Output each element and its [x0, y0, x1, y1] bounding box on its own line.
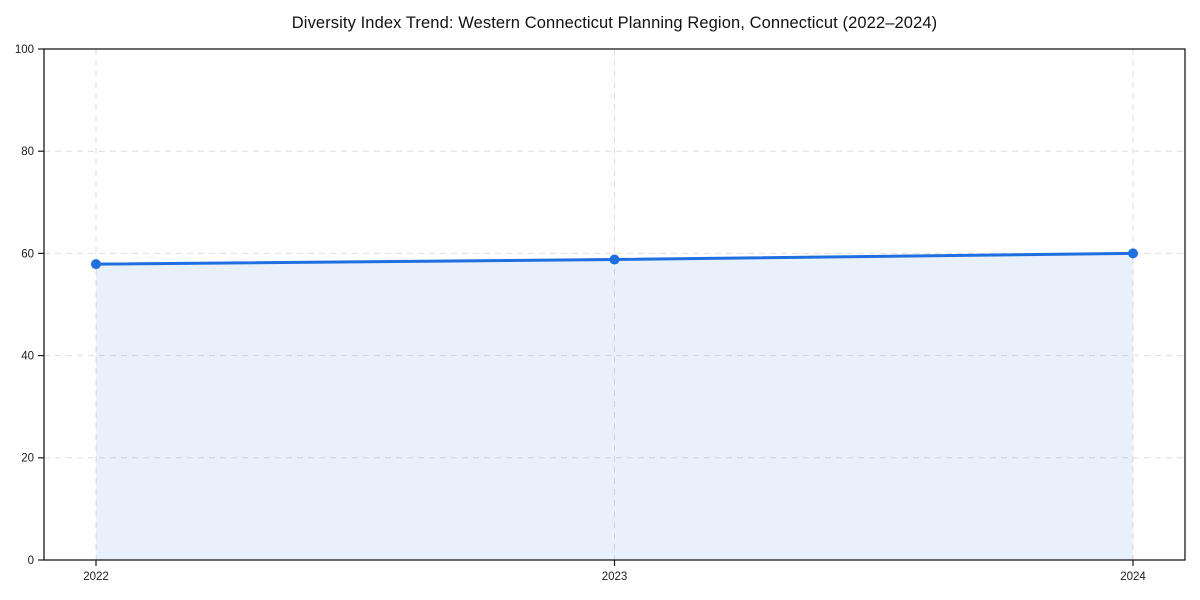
x-tick-label: 2024 [1120, 571, 1146, 583]
y-tick-label: 60 [21, 248, 34, 260]
y-tick-label: 80 [21, 146, 34, 158]
area-fill [96, 253, 1133, 560]
y-tick-label: 40 [21, 351, 34, 363]
x-tick-label: 2023 [602, 571, 628, 583]
axis-ticks: 0 20 40 60 80 100 2022 2023 2024 [15, 44, 1147, 583]
chart-title: Diversity Index Trend: Western Connectic… [291, 14, 938, 32]
data-point-2023 [609, 254, 620, 265]
y-tick-label: 100 [15, 44, 34, 56]
y-tick-label: 0 [28, 555, 34, 567]
y-tick-label: 20 [21, 453, 34, 465]
data-point-2024 [1128, 248, 1138, 259]
x-tick-label: 2022 [83, 571, 109, 583]
data-point-2022 [91, 259, 101, 270]
